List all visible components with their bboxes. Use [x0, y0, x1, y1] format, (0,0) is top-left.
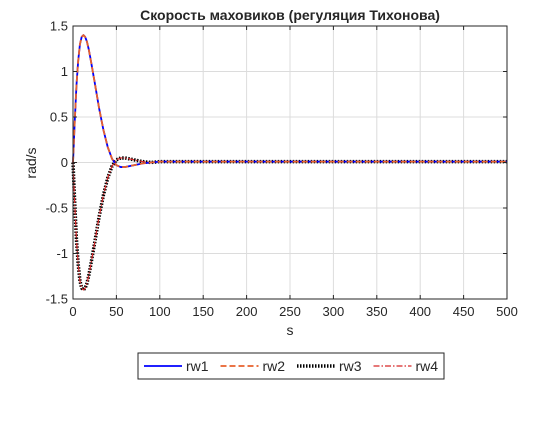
x-tick-label: 100 [149, 304, 171, 319]
y-tick-label: -0.5 [46, 201, 68, 216]
plot-area: 0 50 100 150 200 250 300 350 400 450 500 -1.5 -1 -0.5… [46, 19, 518, 320]
x-tick-label: 150 [192, 304, 214, 319]
legend-label-rw4: rw4 [416, 358, 439, 374]
legend-box [137, 352, 445, 380]
series-line-rw2 [72, 34, 507, 168]
x-tick-label: 350 [366, 304, 388, 319]
y-tick-label: 0.5 [50, 110, 68, 125]
x-axis-label: s [287, 322, 294, 338]
x-tick-label: 450 [453, 304, 475, 319]
legend-label-rw3: rw3 [339, 358, 362, 374]
x-tick-label: 50 [109, 304, 123, 319]
legend-label-rw2: rw2 [263, 358, 286, 374]
x-tick-label: 200 [236, 304, 258, 319]
x-tick-label: 0 [69, 304, 76, 319]
y-tick-label: -1.5 [46, 292, 68, 307]
y-tick-label: 0 [61, 155, 68, 170]
y-tick-label: 1 [61, 64, 68, 79]
legend: rw1 rw2 rw3 rw4 [137, 352, 445, 380]
y-axis-label: rad/s [23, 147, 39, 178]
y-tick-label: -1 [56, 246, 68, 261]
x-tick-label: 300 [323, 304, 345, 319]
y-tick-label: 1.5 [50, 19, 68, 34]
chart-title: Скорость маховиков (регуляция Тихонова) [140, 7, 440, 23]
x-tick-label: 250 [279, 304, 301, 319]
legend-label-rw1: rw1 [186, 358, 209, 374]
x-tick-label: 400 [409, 304, 431, 319]
x-tick-label: 500 [496, 304, 518, 319]
